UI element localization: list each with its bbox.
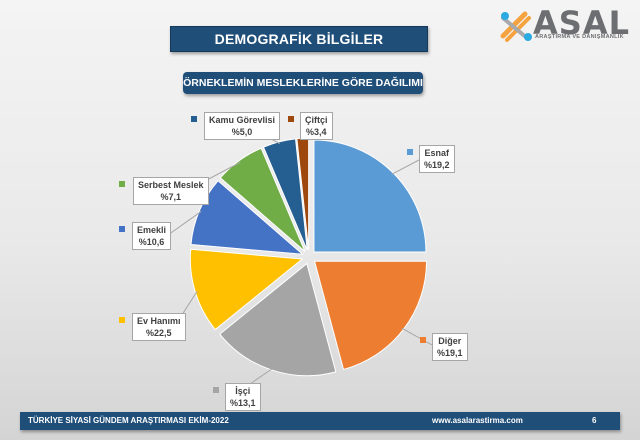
footer-survey-title: TÜRKİYE SİYASİ GÜNDEM ARAŞTIRMASI EKİM-2… xyxy=(28,416,229,425)
legend-marker-kamu-gorevlisi xyxy=(191,116,197,122)
data-label-kamu-gorevlisi: Kamu Görevlisi %5,0 xyxy=(204,112,281,140)
data-label-category: Çiftçi xyxy=(305,115,328,125)
legend-marker-ciftci xyxy=(288,116,294,122)
legend-marker-ev-hanimi xyxy=(119,317,125,323)
data-label-category: Esnaf xyxy=(424,148,450,158)
data-label-category: Serbest Meslek xyxy=(138,180,204,190)
legend-marker-diger xyxy=(420,337,426,343)
pie-slice-isci xyxy=(219,262,337,377)
data-label-esnaf: Esnaf %19,2 xyxy=(419,145,455,173)
data-label-value: %7,1 xyxy=(160,192,182,202)
data-label-value: %3,4 xyxy=(305,127,327,137)
data-label-category: Diğer xyxy=(438,336,462,346)
footer-bar: TÜRKİYE SİYASİ GÜNDEM ARAŞTIRMASI EKİM-2… xyxy=(20,412,620,430)
pie-slice-serbest-meslek xyxy=(219,147,306,252)
asal-logo: ASAL ARAŞTIRMA VE DANIŞMANLIK xyxy=(497,4,637,46)
data-label-value: %22,5 xyxy=(145,328,172,338)
chart-title: ÖRNEKLEMİN MESLEKLERİNE GÖRE DAĞILIMI xyxy=(183,72,423,94)
data-label-category: Ev Hanımı xyxy=(137,316,181,326)
pie-slice-emekli xyxy=(190,180,305,255)
logo-name: ASAL xyxy=(533,4,630,42)
legend-marker-esnaf xyxy=(407,149,413,155)
pie-slice-ev-hanimi xyxy=(189,248,304,331)
page-number: 6 xyxy=(592,416,597,425)
data-label-category: Emekli xyxy=(137,225,167,235)
pie-slice-esnaf xyxy=(313,139,427,253)
data-label-category: İşçi xyxy=(235,386,251,396)
pie-slice-kamu-gorevlisi xyxy=(262,138,308,251)
data-label-ev-hanimi: Ev Hanımı %22,5 xyxy=(132,313,186,341)
data-label-category: Kamu Görevlisi xyxy=(209,115,276,125)
pie-slice-diger xyxy=(313,260,428,371)
data-label-value: %10,6 xyxy=(138,237,165,247)
legend-marker-serbest-meslek xyxy=(119,181,125,187)
data-label-isci: İşçi %13,1 xyxy=(225,383,261,411)
footer-website-link[interactable]: www.asalarastirma.com xyxy=(432,416,523,425)
legend-marker-emekli xyxy=(119,226,125,232)
data-label-value: %5,0 xyxy=(231,127,253,137)
data-label-value: %13,1 xyxy=(230,398,256,408)
legend-marker-isci xyxy=(213,387,219,393)
data-label-emekli: Emekli %10,6 xyxy=(132,222,172,250)
data-label-serbest-meslek: Serbest Meslek %7,1 xyxy=(133,177,209,205)
data-label-value: %19,1 xyxy=(437,348,463,358)
logo-tagline: ARAŞTIRMA VE DANIŞMANLIK xyxy=(535,34,624,40)
data-label-ciftci: Çiftçi %3,4 xyxy=(300,112,333,140)
data-label-diger: Diğer %19,1 xyxy=(432,333,468,361)
data-label-value: %19,2 xyxy=(424,160,450,170)
page-title: DEMOGRAFİK BİLGİLER xyxy=(170,26,428,52)
asal-logo-icon xyxy=(500,11,532,42)
